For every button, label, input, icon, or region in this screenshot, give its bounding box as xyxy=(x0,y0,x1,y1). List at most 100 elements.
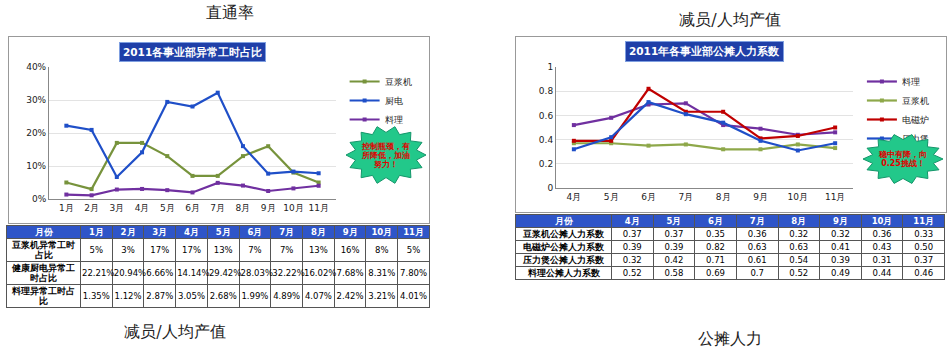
html-text:控制瓶颈，有所降低，加油努力！: 控制瓶颈，有所降低，加油努力！ xyxy=(362,141,410,169)
svg-text:10月: 10月 xyxy=(788,192,808,202)
svg-text:5月: 5月 xyxy=(604,192,619,202)
svg-text:11月: 11月 xyxy=(825,192,845,202)
html-text:0.32: 0.32 xyxy=(789,229,809,239)
html-text:减员/人均产值: 减员/人均产值 xyxy=(124,322,226,341)
html-text:健康厨电异常工时占比: 健康厨电异常工时占比 xyxy=(12,263,75,283)
html-text:10月: 10月 xyxy=(371,227,393,237)
html-text:2.68%: 2.68% xyxy=(209,291,237,301)
svg-text:料理: 料理 xyxy=(385,115,403,125)
html-text:0.36: 0.36 xyxy=(747,229,767,239)
html-text:稳中有降，向0.25挑战！: 稳中有降，向0.25挑战！ xyxy=(879,150,927,168)
svg-text:7月: 7月 xyxy=(210,203,225,213)
svg-text:1月: 1月 xyxy=(59,203,74,213)
html-text:1.99%: 1.99% xyxy=(241,291,269,301)
svg-text:8月: 8月 xyxy=(716,192,731,202)
svg-text:6月: 6月 xyxy=(641,192,656,202)
html-text:13%: 13% xyxy=(213,245,233,255)
svg-text:豆浆机: 豆浆机 xyxy=(902,96,929,106)
svg-text:0%: 0% xyxy=(32,194,47,204)
svg-text:1: 1 xyxy=(547,62,553,72)
svg-text:4月: 4月 xyxy=(135,203,150,213)
svg-text:2011年各事业部公摊人力系数: 2011年各事业部公摊人力系数 xyxy=(629,45,780,58)
html-text:2.42%: 2.42% xyxy=(336,291,364,301)
svg-text:料理: 料理 xyxy=(902,77,920,87)
html-text:0.36: 0.36 xyxy=(872,229,892,239)
svg-text:2011各事业部异常工时占比: 2011各事业部异常工时占比 xyxy=(123,46,262,58)
html-text:22.21% 20.94% 6.66% 14.14% 29.: 22.21% 20.94% 6.66% 14.14% 29.42% 28.03%… xyxy=(82,268,364,278)
html-text:7月: 7月 xyxy=(279,227,295,237)
html-text:8%: 8% xyxy=(375,245,389,255)
html-text:0.32: 0.32 xyxy=(831,229,850,239)
html-text:1月: 1月 xyxy=(88,227,104,237)
html-text:6月: 6月 xyxy=(247,227,263,237)
svg-text:7月: 7月 xyxy=(678,192,693,202)
svg-text:11月: 11月 xyxy=(308,203,328,213)
html-text:4.01%: 4.01% xyxy=(400,291,428,301)
svg-text:0.6: 0.6 xyxy=(539,111,554,121)
html-text:5%: 5% xyxy=(406,245,421,255)
html-text:3.05%: 3.05% xyxy=(178,291,205,301)
html-text:7%: 7% xyxy=(248,245,262,255)
svg-text:0.4: 0.4 xyxy=(539,135,554,145)
html-text:5%: 5% xyxy=(89,245,104,255)
html-text:7.80%: 7.80% xyxy=(400,268,428,278)
svg-text:9月: 9月 xyxy=(753,192,768,202)
html-text:1.12%: 1.12% xyxy=(114,291,142,301)
html-text:月份: 月份 xyxy=(554,216,573,226)
svg-text:豆浆机: 豆浆机 xyxy=(385,77,412,87)
html-text:4月: 4月 xyxy=(184,227,199,237)
svg-text:4月: 4月 xyxy=(566,192,581,202)
html-text:0.37: 0.37 xyxy=(664,229,684,239)
html-text:料理异常工时占比: 料理异常工时占比 xyxy=(12,286,75,306)
svg-text:8月: 8月 xyxy=(236,203,251,213)
html-text:11月: 11月 xyxy=(403,227,424,237)
svg-text:9月: 9月 xyxy=(261,203,276,213)
html-text:4月: 4月 xyxy=(624,216,640,226)
html-text:10月: 10月 xyxy=(871,216,893,226)
svg-text:20%: 20% xyxy=(26,128,46,138)
html-text:5月: 5月 xyxy=(666,216,682,226)
svg-text:0.8: 0.8 xyxy=(539,86,554,96)
html-text:1.35%: 1.35% xyxy=(82,291,110,301)
svg-text:10%: 10% xyxy=(26,161,46,171)
html-text:9月: 9月 xyxy=(833,216,848,226)
html-text:豆浆机公摊人力系数: 豆浆机公摊人力系数 xyxy=(523,229,604,239)
svg-text:厨电: 厨电 xyxy=(385,96,403,106)
html-text:月份: 月份 xyxy=(34,227,53,237)
svg-text:6月: 6月 xyxy=(185,203,200,213)
html-text:6月: 6月 xyxy=(708,216,723,226)
html-text:13%: 13% xyxy=(308,245,328,255)
svg-text:30%: 30% xyxy=(26,95,46,105)
html-text:减员/人均产值: 减员/人均产值 xyxy=(679,10,781,29)
html-text:3月: 3月 xyxy=(152,227,168,237)
html-text:2月: 2月 xyxy=(120,227,136,237)
svg-text:10月: 10月 xyxy=(283,203,303,213)
svg-text:40%: 40% xyxy=(26,62,46,72)
html-text:8月: 8月 xyxy=(791,216,807,226)
html-text:16%: 16% xyxy=(340,245,360,255)
html-text:豆浆机异常工时占比: 豆浆机异常工时占比 xyxy=(12,240,75,260)
html-text:3%: 3% xyxy=(121,245,135,255)
html-text:7%: 7% xyxy=(279,245,294,255)
html-text:17%: 17% xyxy=(182,245,201,255)
html-text:0.37: 0.37 xyxy=(622,229,642,239)
html-text:4.89% 4.07%: 4.89% 4.07% xyxy=(273,291,332,301)
svg-text:0: 0 xyxy=(547,183,553,193)
html-text:9月: 9月 xyxy=(342,227,358,237)
svg-text:5月: 5月 xyxy=(160,203,175,213)
html-text:5月: 5月 xyxy=(215,227,231,237)
svg-text:2月: 2月 xyxy=(84,203,99,213)
html-text:3.21%: 3.21% xyxy=(368,291,396,301)
svg-text:0.2: 0.2 xyxy=(539,159,553,169)
html-text:直通率: 直通率 xyxy=(206,3,254,22)
html-text:0.35: 0.35 xyxy=(706,229,725,239)
html-text:2.87%: 2.87% xyxy=(146,291,174,301)
html-text:7月: 7月 xyxy=(749,216,765,226)
html-text:8月: 8月 xyxy=(310,227,326,237)
html-text:11月: 11月 xyxy=(913,216,935,226)
html-text:8.31%: 8.31% xyxy=(368,268,396,278)
html-text:公摊人力: 公摊人力 xyxy=(698,329,762,348)
svg-text:3月: 3月 xyxy=(109,203,124,213)
svg-text:电磁炉: 电磁炉 xyxy=(902,115,929,125)
html-text:17%: 17% xyxy=(150,245,170,255)
